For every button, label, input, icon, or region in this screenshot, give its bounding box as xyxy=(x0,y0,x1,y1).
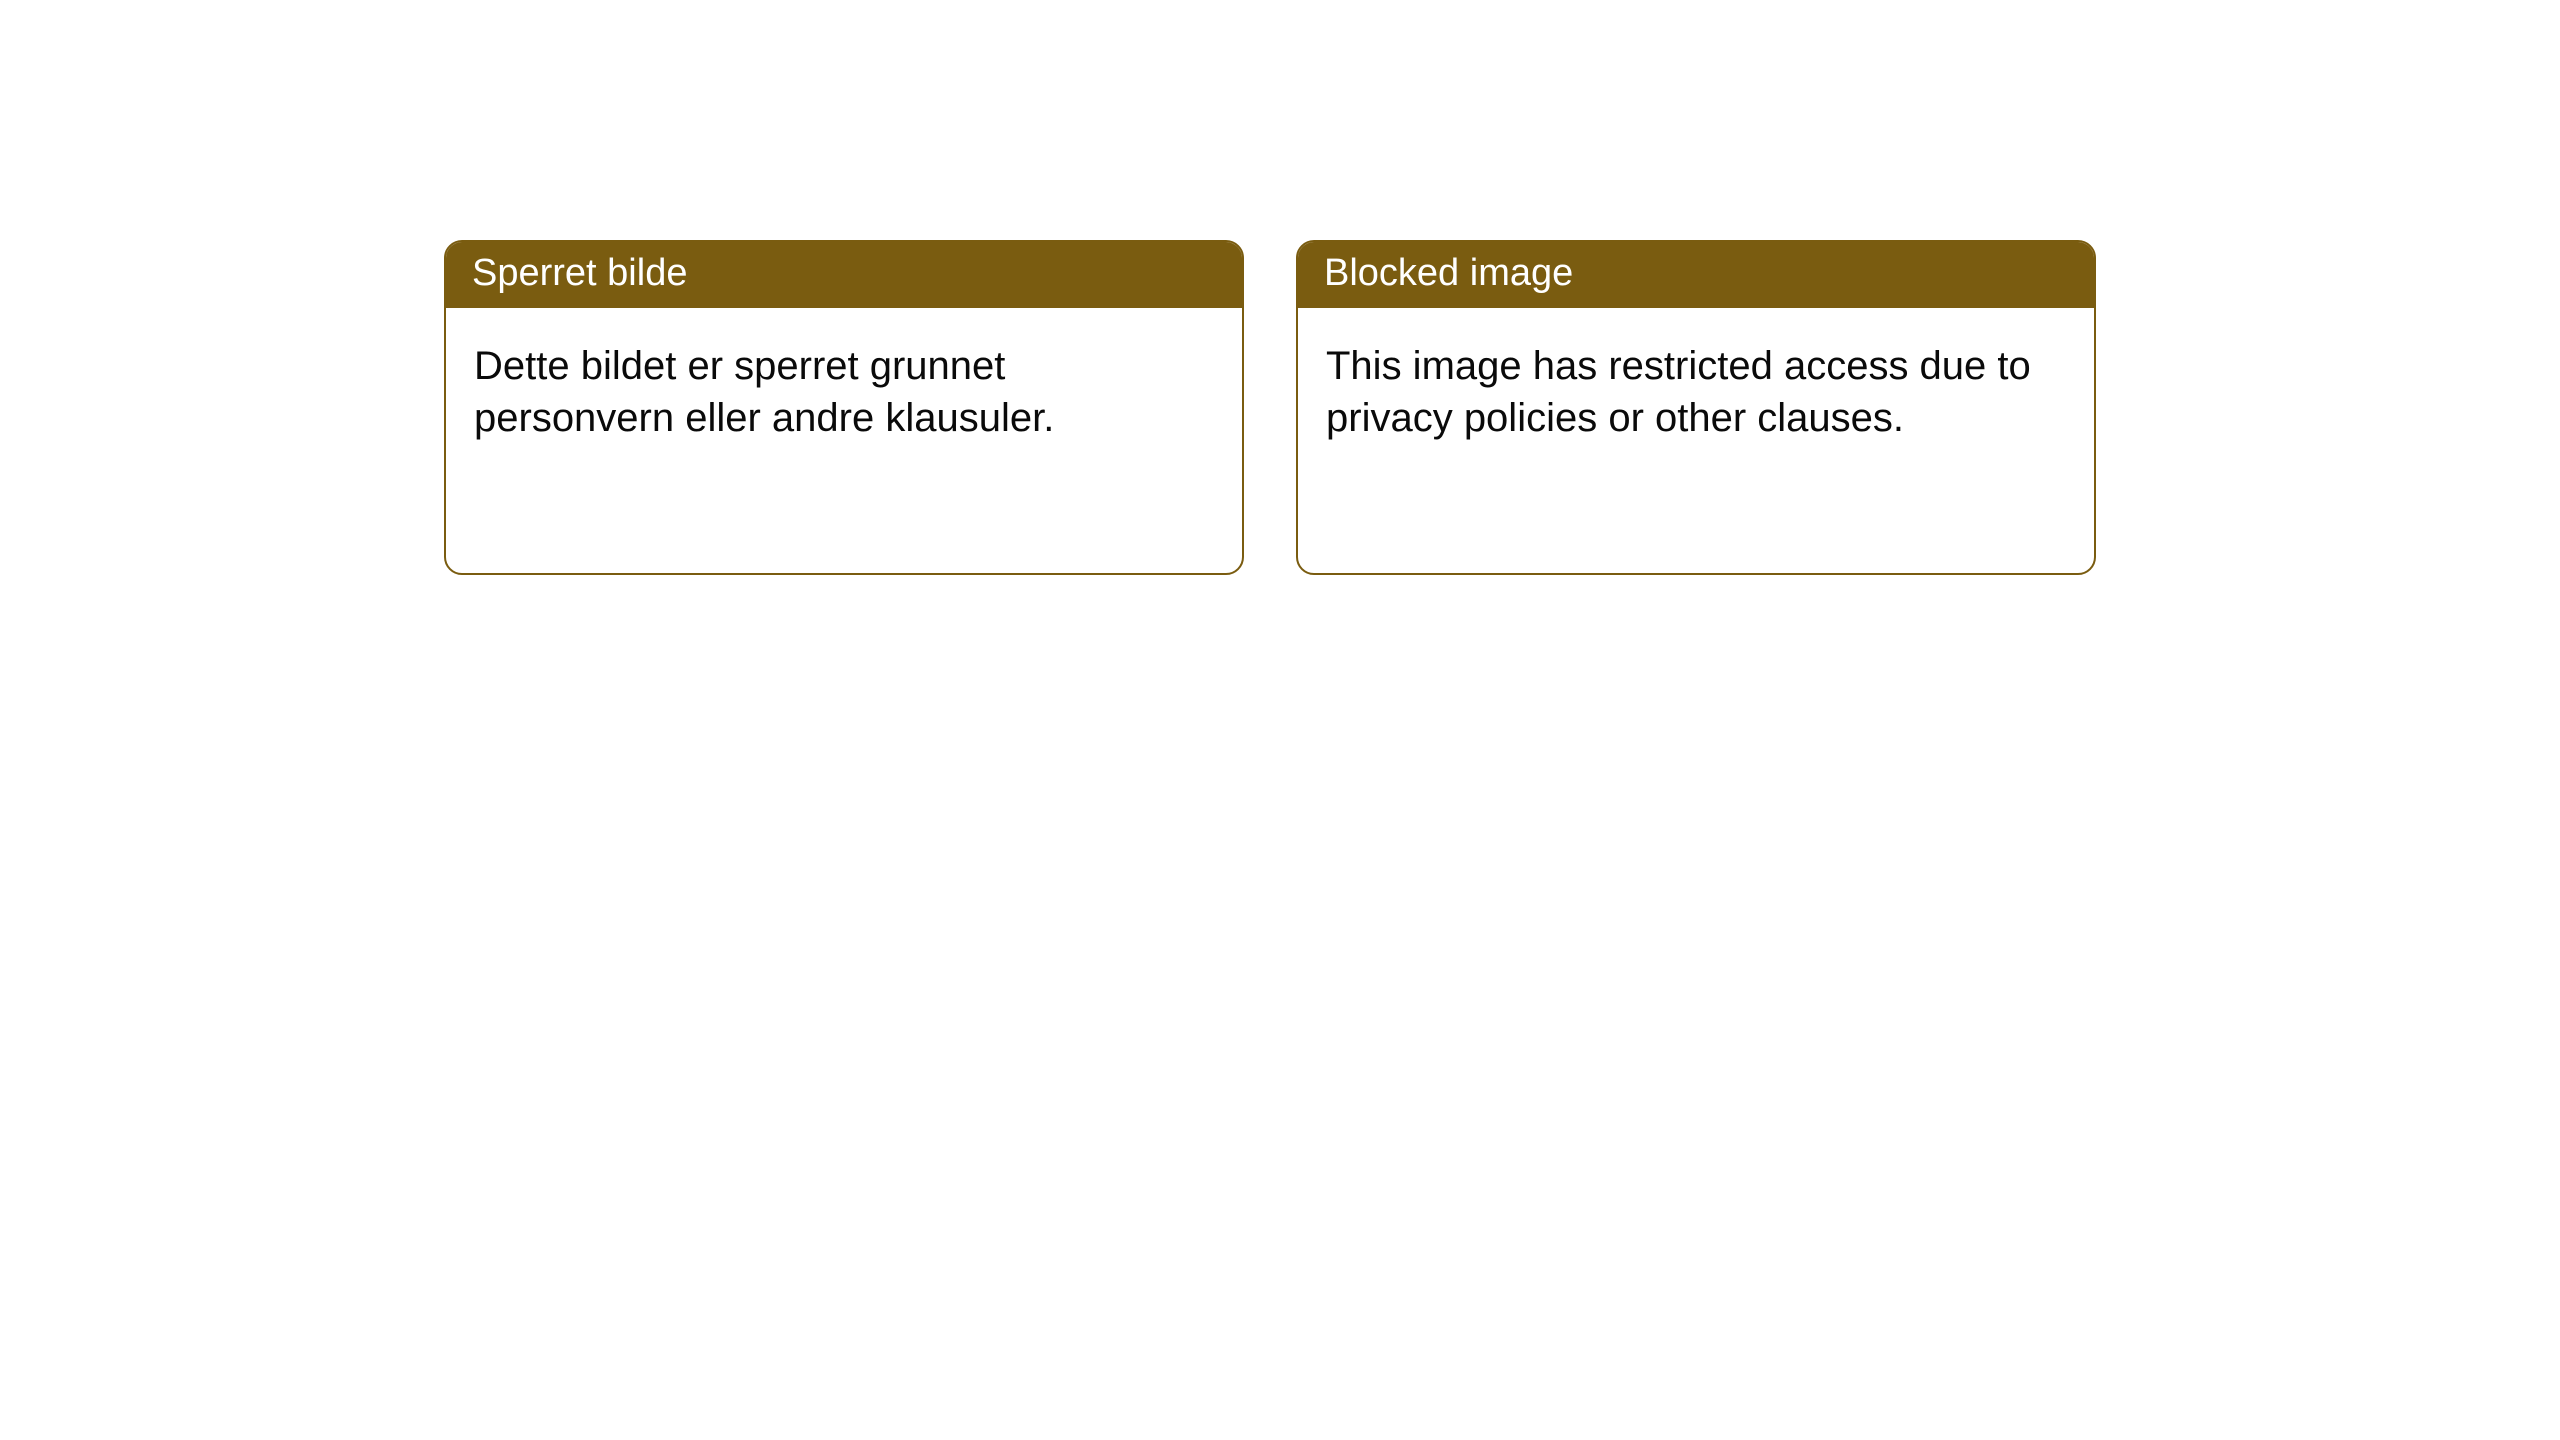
notice-card-en: Blocked image This image has restricted … xyxy=(1296,240,2096,575)
notice-card-body: Dette bildet er sperret grunnet personve… xyxy=(446,308,1242,478)
notice-card-title: Blocked image xyxy=(1298,242,2094,308)
notice-card-title: Sperret bilde xyxy=(446,242,1242,308)
notice-cards-row: Sperret bilde Dette bildet er sperret gr… xyxy=(444,240,2560,575)
notice-card-body: This image has restricted access due to … xyxy=(1298,308,2094,478)
notice-card-no: Sperret bilde Dette bildet er sperret gr… xyxy=(444,240,1244,575)
